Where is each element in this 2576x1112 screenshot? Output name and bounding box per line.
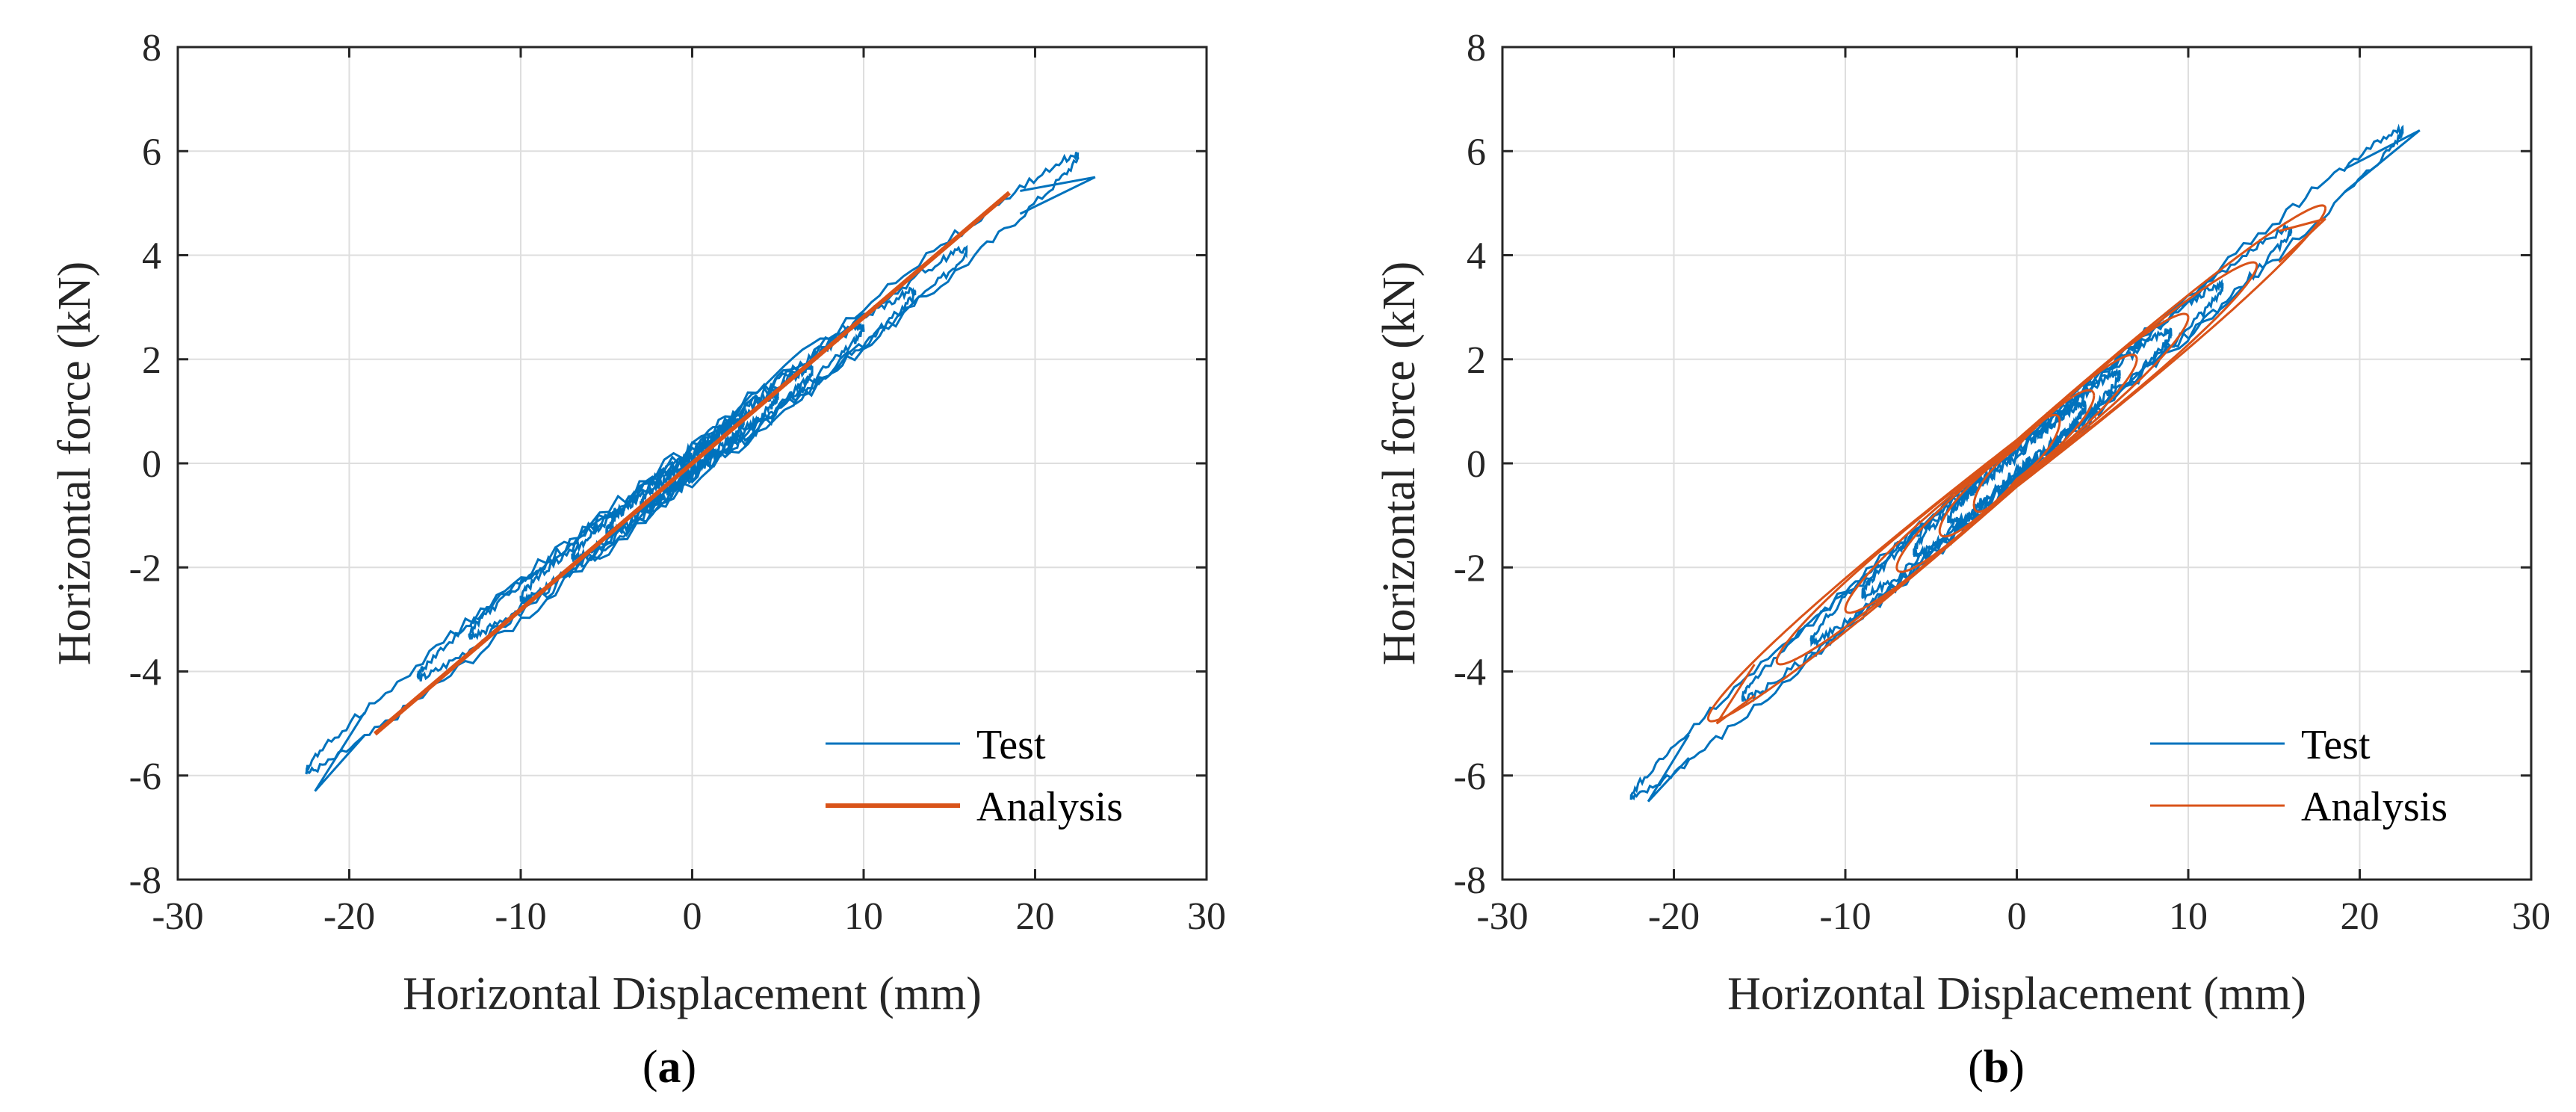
y-tick-label: 0 (142, 443, 161, 486)
x-tick-label: 30 (2512, 895, 2551, 938)
y-tick-label: -8 (129, 859, 161, 902)
hysteresis-loop (1895, 353, 2138, 573)
x-tick-label: 0 (683, 895, 702, 938)
hysteresis-loop (1861, 327, 2173, 602)
plot-area (304, 152, 1096, 792)
y-tick-label: -8 (1454, 859, 1486, 902)
panel-caption: (b) (1968, 1042, 2025, 1093)
x-tick-label: -20 (1648, 895, 1700, 938)
x-tick-label: -30 (152, 895, 203, 938)
y-tick-label: 2 (142, 339, 161, 382)
hysteresis-loop (1938, 389, 2096, 538)
peak-point-trace (1019, 176, 1096, 215)
hysteresis-loop (1844, 312, 2190, 614)
y-axis-title: Horizontal force (kN) (49, 262, 100, 666)
x-tick-label: -10 (1819, 895, 1871, 938)
y-tick-label: 8 (142, 27, 161, 70)
grid-lines (1502, 47, 2531, 880)
x-tick-label: 20 (2341, 895, 2380, 938)
legend-label-test: Test (976, 722, 1046, 768)
caption-paren-close: ) (681, 1042, 697, 1093)
x-tick-label: -30 (1476, 895, 1528, 938)
panel-a: -30 -20 -10 0 10 20 30-8-6-4-202468Horizontal … (49, 27, 1226, 1093)
hysteresis-loop (1629, 123, 2404, 801)
x-tick-label: 10 (2169, 895, 2208, 938)
x-tick-label: 0 (2007, 895, 2027, 938)
legend: Test Analysis (826, 722, 1123, 830)
series-analysis (373, 191, 1012, 736)
x-tick-label: 10 (844, 895, 883, 938)
y-tick-label: 8 (1467, 27, 1486, 70)
y-tick-label: -4 (1454, 652, 1486, 694)
plot-area (1629, 123, 2421, 803)
x-axis-title: Horizontal Displacement (mm) (1727, 969, 2306, 1019)
panel-caption: (a) (643, 1042, 696, 1093)
y-tick-label: -2 (129, 547, 161, 590)
series-test (304, 152, 1096, 792)
caption-paren-open: ( (1968, 1042, 1984, 1093)
x-tick-label: 30 (1187, 895, 1226, 938)
peak-point-trace (2344, 129, 2421, 193)
caption-paren-open: ( (643, 1042, 658, 1093)
y-tick-label: 6 (142, 131, 161, 173)
legend-label-test: Test (2301, 722, 2371, 768)
hysteresis-loop (571, 362, 814, 562)
peak-point-trace (1647, 734, 1690, 803)
y-tick-label: -2 (1454, 547, 1486, 590)
series-analysis (1706, 204, 2327, 725)
y-tick-label: 2 (1467, 339, 1486, 382)
x-axis-title: Horizontal Displacement (mm) (403, 969, 982, 1019)
y-tick-label: -4 (129, 652, 161, 694)
peak-point-trace (1715, 664, 1756, 725)
legend: Test Analysis (2150, 722, 2447, 830)
legend-label-analysis: Analysis (2301, 784, 2447, 830)
caption-letter: b (1984, 1042, 2009, 1093)
y-tick-label: 0 (1467, 443, 1486, 486)
x-tick-label: 20 (1016, 895, 1055, 938)
x-tick-label: -10 (495, 895, 546, 938)
hysteresis-loop (1972, 413, 2061, 513)
peak-point-trace (314, 712, 365, 792)
y-tick-label: 6 (1467, 131, 1486, 173)
y-tick-label: 4 (142, 235, 161, 278)
caption-letter: a (658, 1042, 681, 1093)
y-tick-label: 4 (1467, 235, 1486, 278)
x-tick-label: -20 (323, 895, 375, 938)
y-tick-label: -6 (129, 756, 161, 798)
hysteresis-loop (1947, 397, 2087, 526)
analysis-line (373, 191, 1012, 736)
legend-label-analysis: Analysis (976, 784, 1123, 830)
caption-paren-close: ) (2009, 1042, 2025, 1093)
hysteresis-loop (1706, 204, 2327, 723)
peak-point-trace (2278, 217, 2326, 263)
y-tick-label: -6 (1454, 756, 1486, 798)
panel-b: -30 -20 -10 0 10 20 30-8-6-4-202468Horizontal … (1374, 27, 2551, 1093)
y-axis-title: Horizontal force (kN) (1374, 262, 1425, 666)
